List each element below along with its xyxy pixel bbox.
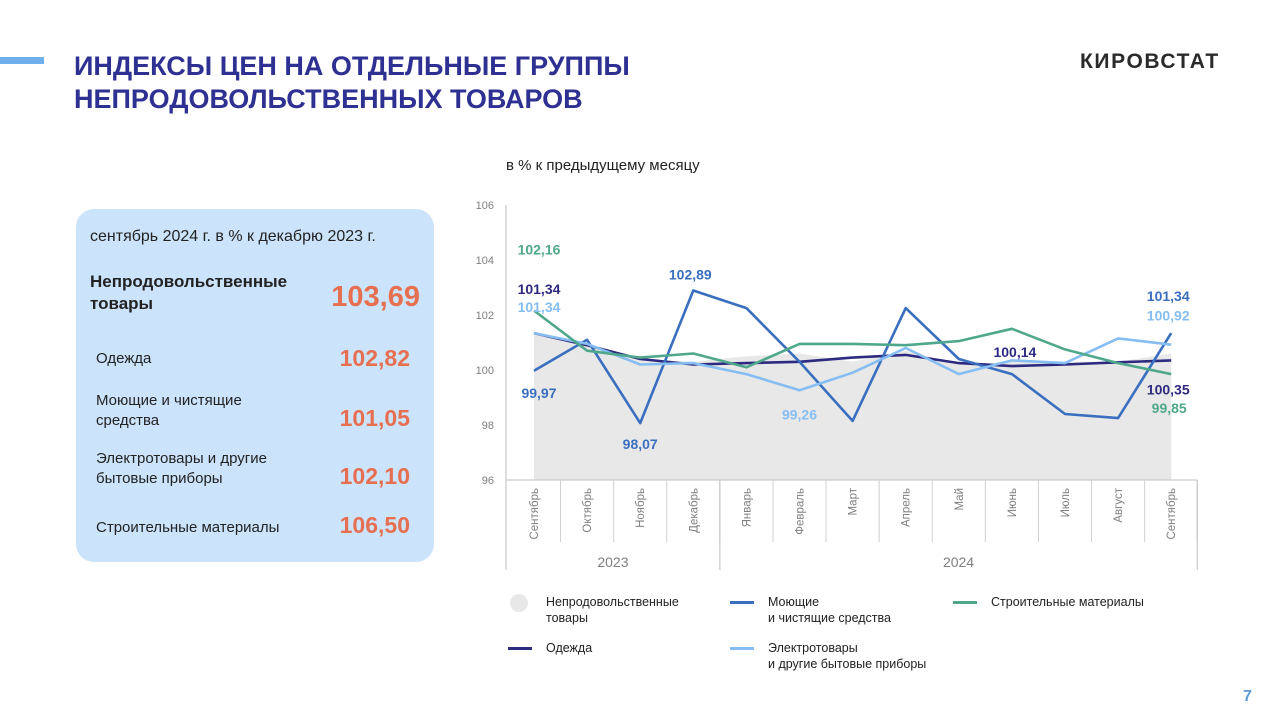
summary-label-line-1: Электротовары и другие	[96, 450, 267, 467]
data-label: 102,16	[518, 242, 561, 258]
legend-label: Моющие и чистящие средства	[768, 594, 891, 626]
data-label: 101,34	[1147, 288, 1190, 304]
legend-label-line-1: Моющие	[768, 595, 820, 609]
series-line-2	[533, 289, 1173, 425]
y-tick-label: 98	[482, 420, 494, 432]
page-title: ИНДЕКСЫ ЦЕН НА ОТДЕЛЬНЫЕ ГРУППЫ НЕПРОДОВ…	[74, 50, 834, 116]
legend-marker-line	[953, 601, 977, 604]
x-tick-label: Ноябрь	[635, 488, 647, 528]
summary-label-line-1: Моющие и чистящие	[96, 392, 242, 409]
summary-label: Электротовары и другие бытовые приборы	[96, 449, 267, 489]
y-tick-label: 106	[476, 200, 494, 212]
legend-marker-line	[508, 647, 532, 650]
x-tick-label: Февраль	[795, 488, 807, 535]
series-line-3	[533, 331, 1172, 392]
x-tick-label: Декабрь	[688, 488, 700, 533]
data-label: 98,07	[623, 436, 658, 452]
legend-label: Непродовольственные товары	[546, 594, 679, 626]
summary-value: 106,50	[339, 512, 410, 538]
series-line-4	[533, 309, 1172, 376]
legend-label: Одежда	[546, 640, 592, 656]
data-label: 100,92	[1147, 308, 1190, 324]
legend-label-line-2: товары	[546, 611, 588, 625]
summary-label-line-1: Непродовольственные	[90, 272, 288, 291]
legend-marker-circle	[510, 594, 528, 612]
year-label: 2024	[943, 554, 974, 570]
legend-label: Электротовары и другие бытовые приборы	[768, 640, 926, 672]
page-number: 7	[1243, 688, 1252, 705]
kirovstat-logo: КИРОВСТАТ	[1080, 50, 1220, 73]
x-tick-label: Май	[954, 488, 966, 511]
legend-label-line-2: и другие бытовые приборы	[768, 657, 927, 671]
x-tick-label: Октябрь	[582, 488, 594, 533]
summary-label-line-1: Строительные материалы	[96, 519, 280, 536]
y-tick-label: 100	[476, 365, 494, 377]
data-label: 101,34	[518, 299, 561, 315]
data-label: 101,34	[518, 281, 561, 297]
series-line-1	[533, 331, 1172, 368]
summary-label-line-1: Одежда	[96, 350, 152, 367]
legend-marker-line	[730, 647, 754, 650]
y-tick-label: 104	[476, 255, 494, 267]
summary-label: Моющие и чистящие средства	[96, 391, 242, 431]
data-label: 102,89	[669, 267, 712, 283]
data-label: 100,35	[1147, 381, 1190, 397]
summary-value: 102,82	[339, 345, 410, 371]
year-label: 2023	[597, 554, 628, 570]
chart-subtitle: в % к предыдущему месяцу	[506, 157, 700, 174]
legend-label-line-1: Непродовольственные	[546, 595, 679, 609]
data-label: 99,85	[1152, 400, 1187, 416]
summary-label-line-2: бытовые приборы	[96, 470, 223, 487]
x-tick-label: Июль	[1060, 488, 1072, 517]
legend-label-line-1: Электротовары	[768, 641, 858, 655]
data-label: 99,26	[782, 406, 817, 422]
x-tick-label: Август	[1113, 487, 1125, 522]
summary-value: 101,05	[339, 405, 410, 431]
summary-card: сентябрь 2024 г. в % к декабрю 2023 г. Н…	[76, 209, 434, 562]
x-tick-label: Январь	[741, 488, 753, 527]
x-tick-label: Сентябрь	[529, 488, 541, 540]
price-index-chart: 96 98 100 102 104 106 2023 2024 Сентябрь Октябрь Н…	[476, 200, 1198, 570]
summary-value: 102,10	[339, 463, 410, 489]
title-line-1: ИНДЕКСЫ ЦЕН НА ОТДЕЛЬНЫЕ ГРУППЫ	[74, 51, 630, 81]
summary-label-line-2: товары	[90, 294, 154, 313]
data-label: 100,14	[993, 344, 1036, 360]
y-tick-label: 102	[476, 310, 494, 322]
summary-label: Строительные материалы	[96, 518, 279, 538]
summary-label: Одежда	[96, 349, 151, 369]
summary-label-line-2: средства	[96, 412, 160, 429]
x-tick-label: Апрель	[901, 488, 913, 527]
x-tick-label: Сентябрь	[1166, 488, 1178, 540]
legend-label: Строительные материалы	[991, 594, 1144, 610]
legend-label-line-1: Строительные материалы	[991, 595, 1144, 609]
legend-label-line-1: Одежда	[546, 641, 593, 655]
legend-label-line-2: и чистящие средства	[768, 611, 891, 625]
summary-label: Непродовольственные товары	[90, 271, 287, 315]
title-line-2: НЕПРОДОВОЛЬСТВЕННЫХ ТОВАРОВ	[74, 84, 583, 114]
series-area-nonfood	[534, 334, 1172, 480]
legend-marker-line	[730, 601, 754, 604]
x-tick-label: Март	[848, 487, 860, 515]
summary-heading: сентябрь 2024 г. в % к декабрю 2023 г.	[90, 228, 376, 245]
data-label: 99,97	[521, 385, 556, 401]
accent-bar	[0, 57, 44, 64]
x-tick-label: Июнь	[1007, 488, 1019, 517]
summary-value: 103,69	[331, 281, 420, 313]
y-tick-label: 96	[482, 475, 494, 487]
